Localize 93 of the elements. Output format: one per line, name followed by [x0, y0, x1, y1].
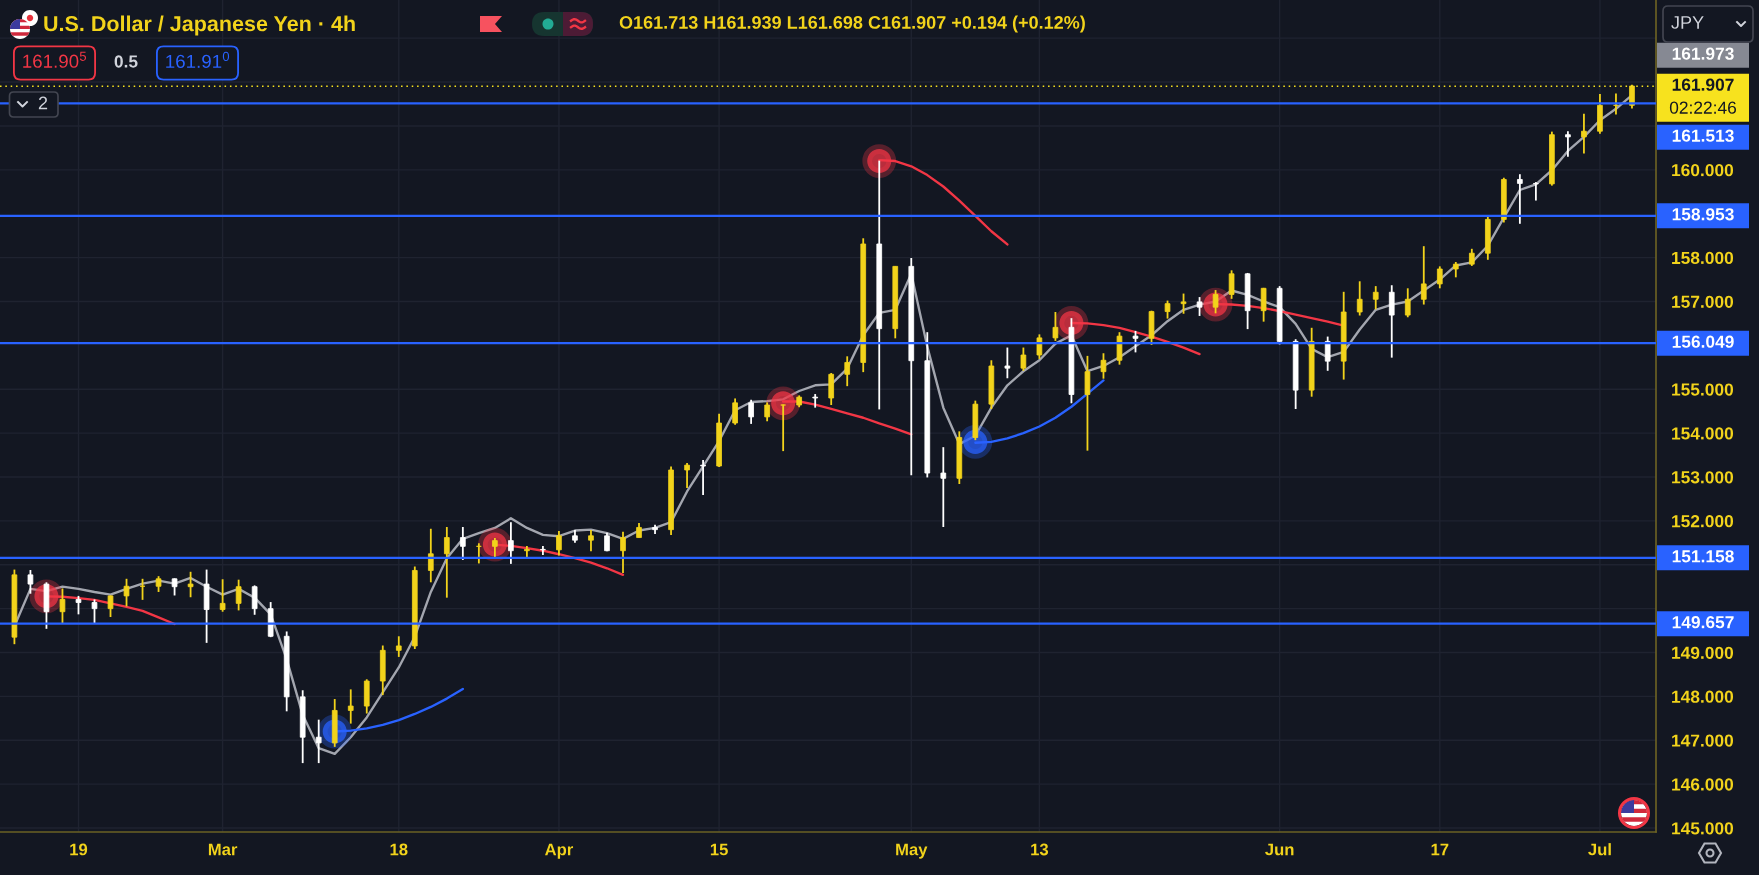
candlestick [123, 577, 130, 608]
candlestick [75, 595, 82, 616]
y-tick-label: 152.000 [1672, 515, 1734, 528]
y-tick-label: 146.000 [1672, 778, 1734, 791]
y-tick-label: 149.000 [1672, 646, 1734, 659]
annotation: 161.91$^{0}$ [166, 51, 230, 69]
candlestick [828, 372, 835, 406]
candlestick [508, 521, 514, 565]
candlestick [940, 446, 947, 528]
candlestick [315, 718, 322, 765]
text: 02:22:46 [1669, 101, 1737, 114]
candlestick [1372, 285, 1379, 311]
candlestick [844, 355, 851, 388]
ref-line-label: 158.953 [1672, 208, 1734, 221]
x-tick-label: Mar [208, 843, 238, 856]
ref-line-label: 149.657 [1672, 616, 1734, 629]
ref-line-label: 161.907 [1672, 78, 1734, 91]
annotation: O161.713 H161.939 L161.698 C161.907 +0.194 (+0.12%) [619, 15, 1085, 33]
x-tick-label: 13 [1031, 843, 1049, 856]
x-tick-label: 18 [390, 843, 408, 856]
y-tick-label: 155.000 [1672, 383, 1734, 396]
candlestick [684, 462, 690, 489]
ref-line-label: 161.513 [1672, 129, 1734, 142]
candlestick [1132, 329, 1139, 354]
y-tick-label: 154.000 [1672, 427, 1734, 440]
candlestick [59, 587, 66, 625]
annotation: 2 [38, 96, 48, 110]
y-tick-label: 148.000 [1672, 690, 1734, 703]
candlestick [1356, 280, 1363, 317]
candlestick [1180, 292, 1187, 315]
candlestick [395, 635, 402, 658]
annotation: 0.5 [114, 55, 138, 68]
candlestick [1581, 112, 1587, 155]
x-tick-label: Jun [1265, 843, 1294, 856]
candlestick [780, 403, 786, 453]
candlestick [1084, 354, 1091, 452]
candlestick [1036, 333, 1043, 360]
point [862, 144, 897, 178]
ref-line-label: 156.049 [1672, 335, 1734, 348]
candlestick [1100, 352, 1107, 380]
candlestick [1565, 130, 1571, 158]
candlestick [219, 578, 226, 613]
candlestick [27, 569, 34, 595]
candlestick [1212, 289, 1219, 315]
candlestick [1004, 346, 1011, 380]
candlestick [556, 530, 562, 557]
x-tick-label: Apr [545, 843, 574, 859]
x-tick-label: Jul [1588, 843, 1611, 856]
ref-line-label: 151.158 [1672, 550, 1734, 563]
x-tick-label: 19 [70, 843, 88, 856]
candlestick [1020, 346, 1027, 372]
candlestick [444, 526, 450, 599]
candlestick [347, 688, 354, 725]
candlestick [732, 397, 738, 426]
candlestick [748, 398, 754, 425]
candlestick [1260, 286, 1267, 323]
candlestick [588, 529, 594, 553]
y-axis-title: JPY [1671, 16, 1704, 29]
y-tick-label: 160.000 [1672, 163, 1734, 177]
candlestick [620, 530, 626, 575]
candlestick [427, 527, 434, 584]
candlestick [251, 584, 258, 616]
x-tick-label: 15 [710, 843, 728, 856]
x-tick-label: May [896, 843, 928, 859]
candlestick [1420, 245, 1427, 306]
y-tick-label: 147.000 [1672, 734, 1734, 747]
text: U.S. Dollar / Japanese Yen · 4h [44, 15, 355, 36]
candlestick [460, 526, 466, 561]
candlestick [700, 458, 706, 496]
candlestick [107, 594, 114, 618]
candlestick [1052, 311, 1059, 342]
y-tick-label: 158.000 [1672, 251, 1734, 265]
candlestick [764, 401, 770, 423]
y-tick-label: 145.000 [1672, 822, 1734, 835]
annotation: 161.90$^{5}$ [23, 51, 87, 68]
candlestick [1388, 284, 1395, 359]
candlestick [1517, 173, 1523, 225]
point [766, 386, 801, 421]
candlestick [1436, 265, 1443, 290]
candlestick [235, 578, 242, 612]
candlestick [187, 570, 194, 599]
candlestick [1196, 296, 1203, 317]
candlestick [91, 598, 98, 625]
candlestick [492, 537, 498, 560]
candlestick [1228, 269, 1235, 300]
x-tick-label: 17 [1431, 843, 1449, 856]
candlestick [1404, 287, 1411, 319]
candlestick [540, 544, 546, 557]
candlestick [1533, 181, 1539, 202]
text: 161.973 [1672, 47, 1734, 60]
candlestick [1324, 335, 1331, 372]
y-tick-label: 153.000 [1672, 471, 1734, 484]
y-tick-label: 157.000 [1672, 295, 1734, 308]
